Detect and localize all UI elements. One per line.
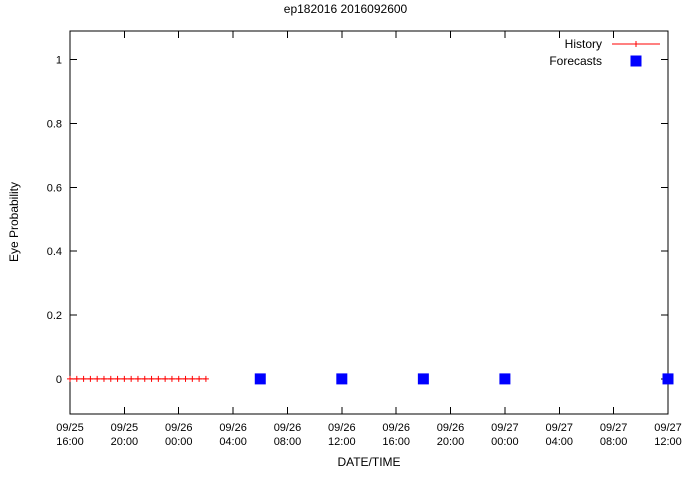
x-tick-label-date: 09/27 [546,422,574,434]
y-tick-label: 0.4 [47,246,62,258]
x-tick-label-time: 16:00 [382,436,410,448]
y-tick-label: 0 [56,374,62,386]
x-tick-label-time: 20:00 [111,436,139,448]
x-tick-label-date: 09/26 [437,422,465,434]
y-tick-label: 0.8 [47,119,62,131]
chart-title: ep182016 2016092600 [283,2,408,16]
forecast-marker [336,373,348,385]
y-tick-label: 0.2 [47,310,62,322]
x-tick-label-time: 08:00 [600,436,628,448]
x-tick-label-date: 09/26 [219,422,247,434]
x-tick-label-date: 09/27 [600,422,628,434]
y-tick-label: 0.6 [47,182,62,194]
x-tick-label-date: 09/25 [111,422,139,434]
x-tick-label-time: 00:00 [165,436,193,448]
x-tick-label-time: 00:00 [491,436,519,448]
legend-label-forecasts: Forecasts [549,54,602,68]
y-tick-label: 1 [56,55,62,67]
legend-label-history: History [565,37,602,51]
x-tick-label-date: 09/26 [328,422,356,434]
x-tick-label-time: 04:00 [219,436,247,448]
x-tick-label-date: 09/26 [382,422,410,434]
forecast-marker [254,373,266,385]
x-tick-label-time: 08:00 [274,436,302,448]
x-tick-label-time: 16:00 [56,436,84,448]
x-tick-label-date: 09/25 [56,422,84,434]
x-tick-label-time: 12:00 [328,436,356,448]
forecast-marker [417,373,429,385]
legend-forecasts-sample-marker [630,55,642,67]
forecast-marker [499,373,511,385]
forecast-marker [662,373,674,385]
x-tick-label-time: 12:00 [654,436,682,448]
x-tick-label-time: 20:00 [437,436,465,448]
x-tick-label-time: 04:00 [546,436,574,448]
x-axis-label: DATE/TIME [337,455,401,469]
x-tick-label-date: 09/27 [654,422,682,434]
x-tick-label-date: 09/26 [274,422,302,434]
x-tick-label-date: 09/26 [165,422,193,434]
x-tick-label-date: 09/27 [491,422,519,434]
plot-border [69,30,669,415]
